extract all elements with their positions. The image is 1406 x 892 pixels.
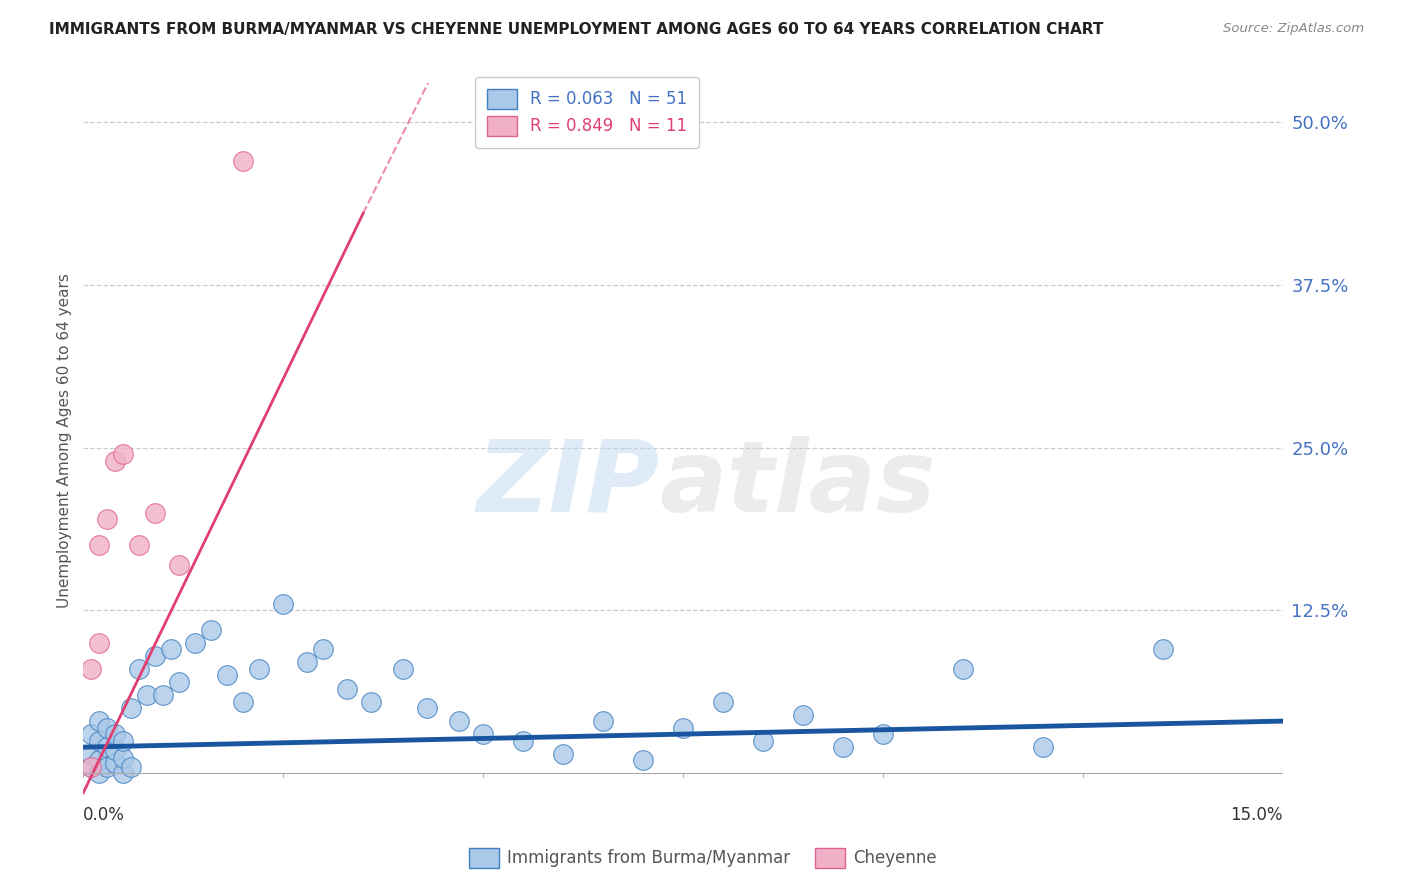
- Point: [136, 688, 159, 702]
- Point: [80, 727, 103, 741]
- Point: [89, 733, 111, 747]
- Point: [271, 597, 294, 611]
- Point: [143, 506, 166, 520]
- Point: [392, 662, 415, 676]
- Point: [232, 153, 254, 168]
- Point: [631, 753, 654, 767]
- Point: [184, 636, 207, 650]
- Point: [752, 733, 775, 747]
- Point: [120, 701, 142, 715]
- Point: [1152, 642, 1174, 657]
- Point: [112, 766, 135, 780]
- Point: [152, 688, 174, 702]
- Point: [89, 714, 111, 728]
- Point: [711, 694, 734, 708]
- Point: [200, 623, 222, 637]
- Point: [416, 701, 439, 715]
- Point: [952, 662, 974, 676]
- Legend: Immigrants from Burma/Myanmar, Cheyenne: Immigrants from Burma/Myanmar, Cheyenne: [463, 841, 943, 875]
- Point: [169, 675, 191, 690]
- Point: [312, 642, 335, 657]
- Point: [792, 707, 814, 722]
- Point: [80, 759, 103, 773]
- Point: [672, 721, 695, 735]
- Point: [104, 727, 127, 741]
- Point: [112, 447, 135, 461]
- Point: [832, 740, 855, 755]
- Point: [336, 681, 359, 696]
- Point: [89, 766, 111, 780]
- Point: [512, 733, 534, 747]
- Point: [89, 538, 111, 552]
- Point: [592, 714, 614, 728]
- Point: [169, 558, 191, 572]
- Text: 15.0%: 15.0%: [1230, 805, 1284, 823]
- Point: [872, 727, 894, 741]
- Point: [472, 727, 495, 741]
- Text: IMMIGRANTS FROM BURMA/MYANMAR VS CHEYENNE UNEMPLOYMENT AMONG AGES 60 TO 64 YEARS: IMMIGRANTS FROM BURMA/MYANMAR VS CHEYENN…: [49, 22, 1104, 37]
- Point: [160, 642, 183, 657]
- Text: ZIP: ZIP: [477, 435, 659, 533]
- Text: Source: ZipAtlas.com: Source: ZipAtlas.com: [1223, 22, 1364, 36]
- Point: [80, 662, 103, 676]
- Point: [120, 759, 142, 773]
- Point: [96, 721, 118, 735]
- Legend: R = 0.063   N = 51, R = 0.849   N = 11: R = 0.063 N = 51, R = 0.849 N = 11: [475, 77, 699, 147]
- Point: [553, 747, 575, 761]
- Point: [1032, 740, 1054, 755]
- Point: [217, 668, 239, 682]
- Text: atlas: atlas: [659, 435, 936, 533]
- Point: [143, 648, 166, 663]
- Point: [112, 750, 135, 764]
- Point: [89, 753, 111, 767]
- Point: [112, 733, 135, 747]
- Point: [128, 538, 150, 552]
- Point: [96, 759, 118, 773]
- Point: [96, 740, 118, 755]
- Point: [89, 636, 111, 650]
- Point: [360, 694, 382, 708]
- Point: [96, 512, 118, 526]
- Point: [232, 694, 254, 708]
- Point: [104, 756, 127, 770]
- Point: [80, 747, 103, 761]
- Point: [449, 714, 471, 728]
- Point: [80, 759, 103, 773]
- Point: [128, 662, 150, 676]
- Y-axis label: Unemployment Among Ages 60 to 64 years: Unemployment Among Ages 60 to 64 years: [58, 274, 72, 608]
- Point: [104, 453, 127, 467]
- Point: [297, 656, 319, 670]
- Text: 0.0%: 0.0%: [83, 805, 125, 823]
- Point: [247, 662, 270, 676]
- Point: [104, 743, 127, 757]
